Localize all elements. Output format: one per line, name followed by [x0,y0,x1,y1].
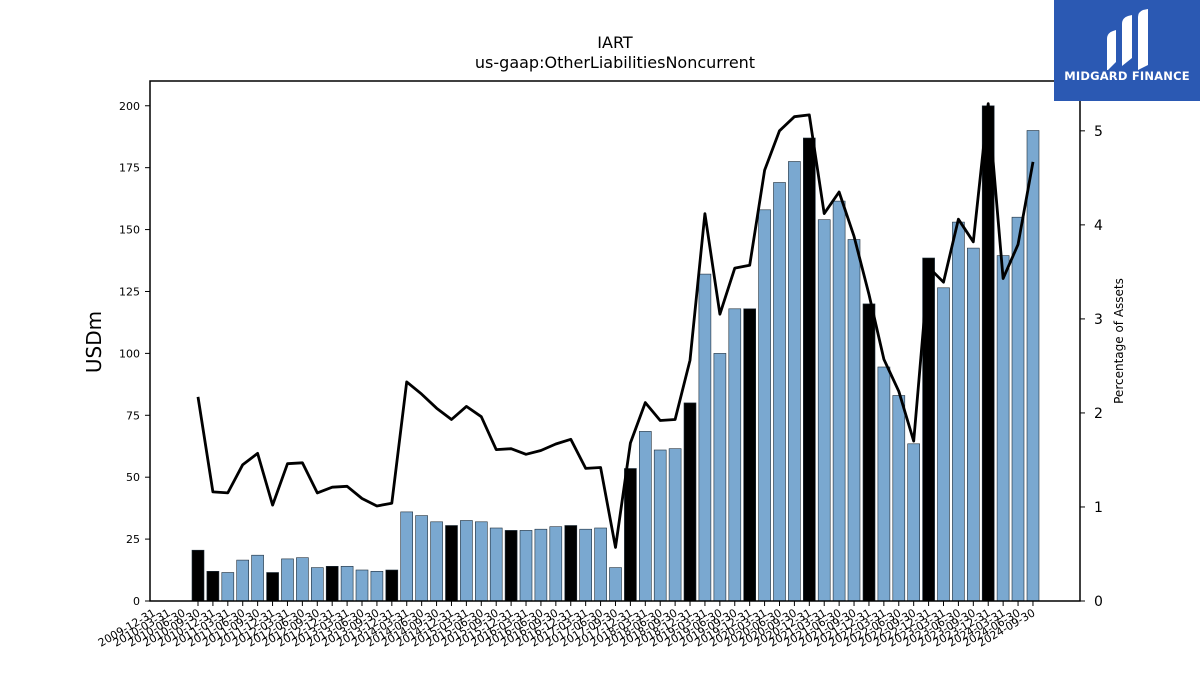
bar [653,449,667,602]
bar [445,525,458,602]
chart-title: IART [597,33,633,52]
bar-series [191,105,1040,602]
bar [251,554,264,602]
y-tick-label: 125 [119,285,140,298]
y2-tick-label: 1 [1094,500,1103,516]
y2-tick-label: 2 [1094,406,1103,422]
y2-tick-label: 0 [1094,594,1103,610]
y-tick-label: 25 [126,533,140,546]
bar [460,520,473,602]
bar [624,468,637,602]
bar [325,565,339,602]
bar [489,527,503,602]
bar [743,308,757,602]
bar [892,395,906,602]
bar [579,528,593,602]
bar [504,530,518,602]
bar [981,105,995,602]
bar [281,558,294,602]
bar [206,570,220,602]
bar [534,528,548,602]
bar [996,255,1010,602]
y-tick-label: 50 [126,471,140,484]
bar [877,366,891,602]
bar [221,572,235,602]
y2-tick-label: 5 [1094,124,1103,140]
brand-name: MIDGARD FINANCE [1064,69,1190,83]
bar [415,515,428,602]
bar [430,521,443,602]
bar [400,511,414,602]
bar [683,402,697,602]
bar [1026,130,1040,602]
bar [966,247,980,602]
bar [758,209,771,602]
bar [773,182,786,602]
axis-ticks: 02550751001251501752000123452009-12-3120… [96,100,1103,650]
bar [937,287,950,602]
bar [266,572,279,602]
bar [340,565,354,602]
bar [698,273,712,602]
bar [728,308,742,602]
y2-axis-label: Percentage of Assets [1112,278,1126,404]
y-tick-label: 200 [119,100,140,113]
bar [370,570,384,602]
bar [609,567,622,602]
bar [296,557,309,602]
bar [802,137,816,602]
midgard-logo-icon [1107,9,1148,70]
bar [474,521,488,602]
y-tick-label: 0 [133,595,140,608]
bar [191,549,205,602]
chart-subtitle: us-gaap:OtherLiabilitiesNoncurrent [475,53,755,72]
percentage-line [196,102,1035,549]
bar [668,448,682,602]
bar [549,526,563,602]
bar [847,239,861,602]
bar [952,221,965,602]
y-tick-label: 100 [119,347,140,360]
bar [355,569,369,602]
y-tick-label: 75 [126,409,140,422]
bar [594,527,607,602]
bar [310,567,324,602]
bar [236,559,249,602]
y-axis-label: USDm [82,311,106,373]
bar [788,161,801,602]
bar [832,200,846,602]
bar [564,525,578,602]
y2-tick-label: 4 [1094,218,1103,234]
y2-tick-label: 3 [1094,312,1103,328]
bar [1011,216,1025,602]
bar [713,353,727,602]
line-series [196,102,1035,549]
bar [907,443,921,602]
y-tick-label: 150 [119,224,140,237]
bar [817,219,831,602]
bar [385,569,399,602]
brand-badge: MIDGARD FINANCE [1054,0,1200,101]
y-tick-label: 175 [119,162,140,175]
bar [862,303,876,602]
bar [519,530,533,602]
bar [638,431,652,602]
